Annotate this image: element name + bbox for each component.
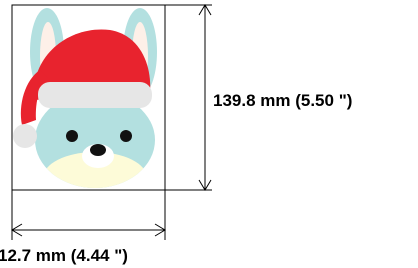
height-dimension xyxy=(165,5,212,190)
width-dimension xyxy=(12,190,165,240)
width-label: 12.7 mm (4.44 ") xyxy=(0,246,128,265)
bunny-image xyxy=(13,8,157,204)
dimension-diagram: 139.8 mm (5.50 ") 12.7 mm (4.44 ") xyxy=(0,0,418,268)
height-label: 139.8 mm (5.50 ") xyxy=(213,91,352,110)
